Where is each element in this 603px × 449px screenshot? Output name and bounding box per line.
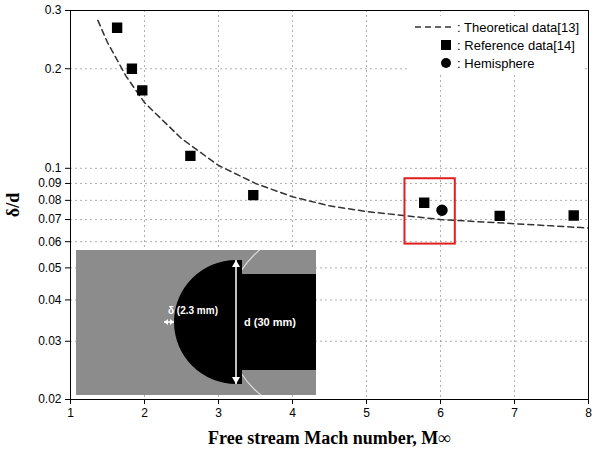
svg-text:8: 8 bbox=[585, 406, 592, 420]
svg-text:δ/d: δ/d bbox=[3, 193, 23, 217]
svg-text:0.04: 0.04 bbox=[38, 293, 62, 307]
svg-text:2: 2 bbox=[141, 406, 148, 420]
svg-text:0.3: 0.3 bbox=[45, 3, 62, 17]
svg-text:1: 1 bbox=[67, 406, 74, 420]
html-text:: Theoretical data[13]: : Theoretical data[13] bbox=[457, 19, 579, 35]
svg-text:4: 4 bbox=[289, 406, 296, 420]
svg-text:0.02: 0.02 bbox=[38, 392, 62, 406]
svg-text:0.06: 0.06 bbox=[38, 235, 62, 249]
svg-text:6: 6 bbox=[437, 406, 444, 420]
svg-text:d (30 mm): d (30 mm) bbox=[244, 316, 296, 328]
svg-text:0.1: 0.1 bbox=[45, 161, 62, 175]
svg-text:Free stream Mach number, M∞: Free stream Mach number, M∞ bbox=[208, 428, 451, 448]
svg-text:0.08: 0.08 bbox=[38, 193, 62, 207]
svg-text:0.09: 0.09 bbox=[38, 176, 62, 190]
svg-text:7: 7 bbox=[511, 406, 518, 420]
svg-text:3: 3 bbox=[215, 406, 222, 420]
html-text:: Reference data[14]: : Reference data[14] bbox=[457, 37, 575, 53]
svg-text:0.05: 0.05 bbox=[38, 261, 62, 275]
svg-text:0.07: 0.07 bbox=[38, 212, 62, 226]
svg-text:0.03: 0.03 bbox=[38, 334, 62, 348]
svg-text:0.2: 0.2 bbox=[45, 62, 62, 76]
svg-text:δ (2.3 mm): δ (2.3 mm) bbox=[168, 305, 218, 316]
svg-text:5: 5 bbox=[363, 406, 370, 420]
html-text:: Hemisphere: : Hemisphere bbox=[457, 55, 535, 71]
